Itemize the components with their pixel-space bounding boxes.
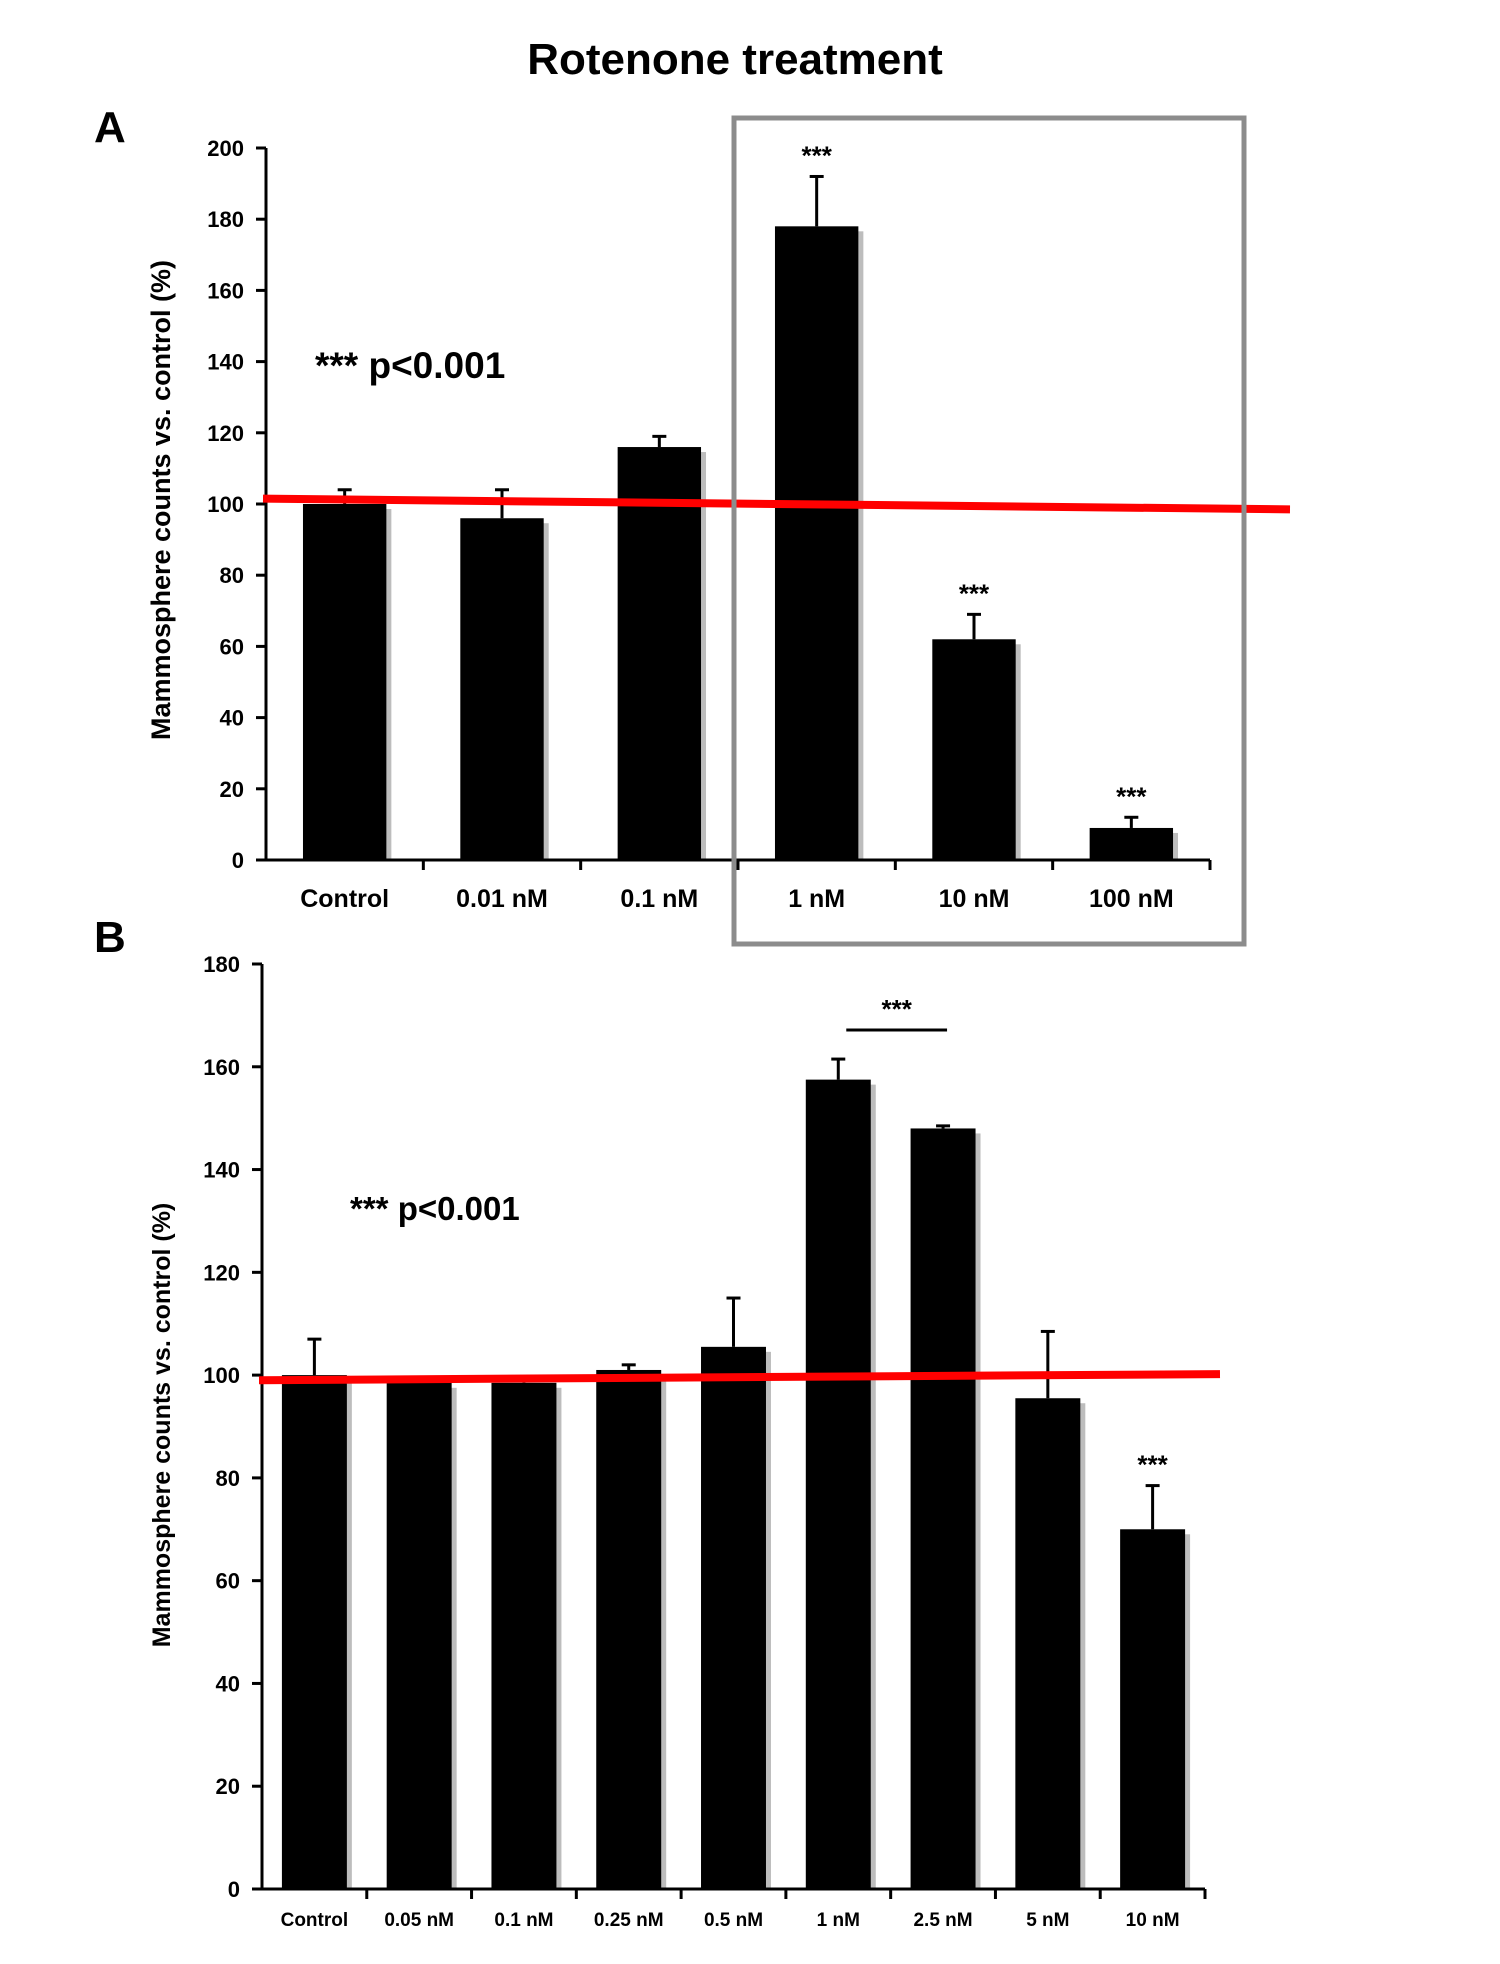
panel-a-significance-label: *** — [959, 578, 990, 608]
panel-b-category-label: 0.5 nM — [704, 1910, 763, 1931]
panel-b-y-tick-label: 160 — [203, 1055, 240, 1080]
panel-b-y-tick-label: 140 — [203, 1158, 240, 1183]
panel-a-y-tick-label: 100 — [207, 492, 244, 517]
panel-b-bar — [805, 1079, 871, 1889]
panel-a-y-axis-label: Mammosphere counts vs. control (%) — [146, 260, 176, 740]
panel-a-significance-label: *** — [1116, 781, 1147, 811]
panel-b-reference-line — [258, 1370, 1221, 1385]
panel-b-y-tick-label: 180 — [203, 952, 240, 977]
panel-b-letter: B — [94, 913, 126, 962]
panel-a-bar — [460, 518, 544, 860]
panel-a-category-label: 0.1 nM — [620, 885, 698, 913]
panel-b-chart: 0 20 40 60 80 100 120 140 160 180 Control 0.05 nM 0.… — [148, 952, 1221, 1931]
panel-a-bar — [932, 639, 1016, 860]
panel-b-y-tick-label: 100 — [203, 1363, 240, 1388]
panel-b-category-label: 10 nM — [1126, 1910, 1180, 1931]
panel-b-y-axis-label: Mammosphere counts vs. control (%) — [148, 1203, 176, 1648]
panel-b-category-label: 0.25 nM — [594, 1910, 664, 1931]
panel-b-bar — [910, 1128, 976, 1889]
panel-b-category-label: 0.1 nM — [494, 1910, 553, 1931]
panel-a-category-label: Control — [300, 885, 389, 913]
panel-a-chart: 0 20 40 60 80 100 120 140 160 180 200 Control 0.01 n… — [146, 115, 1291, 947]
panel-a-y-tick-label: 180 — [207, 207, 244, 232]
panel-b-category-label: 2.5 nM — [913, 1910, 972, 1931]
panel-a-bar — [302, 504, 387, 860]
panel-b-bar — [281, 1375, 347, 1889]
panel-a-y-tick-label: 120 — [207, 421, 244, 446]
panel-a-category-label: 100 nM — [1089, 885, 1174, 913]
panel-b-y-tick-label: 40 — [216, 1671, 240, 1696]
panel-b-bar — [386, 1382, 452, 1889]
panel-b-category-label: Control — [281, 1910, 349, 1931]
panel-a-category-label: 10 nM — [939, 885, 1010, 913]
panel-b-y-tick-label: 0 — [228, 1877, 240, 1902]
panel-a-y-tick-label: 140 — [207, 350, 244, 375]
panel-a-significance-label: *** — [801, 140, 832, 170]
panel-a-reference-line — [262, 494, 1291, 514]
panel-a-p-value-annotation: *** p<0.001 — [315, 345, 505, 386]
panel-a-highlight-box — [731, 115, 1247, 947]
panel-a-y-tick-label: 60 — [220, 634, 244, 659]
panel-b-significance-label: *** — [1137, 1450, 1168, 1480]
panel-b-bracket-label: *** — [881, 994, 912, 1024]
panel-a-y-tick-label: 160 — [207, 278, 244, 303]
panel-b-bar — [1015, 1398, 1081, 1889]
panel-a-category-label: 0.01 nM — [456, 885, 548, 913]
panel-a-letter: A — [94, 103, 126, 152]
panel-b-y-tick-label: 80 — [216, 1466, 240, 1491]
panel-b-category-label: 5 nM — [1026, 1910, 1069, 1931]
panel-b-bar — [701, 1346, 766, 1889]
panel-a-bar — [774, 226, 859, 860]
panel-b-category-label: 0.05 nM — [384, 1910, 454, 1931]
panel-b-bar — [491, 1382, 557, 1889]
panel-a-y-tick-label: 80 — [220, 563, 244, 588]
panel-b-p-value-annotation: *** p<0.001 — [350, 1190, 520, 1227]
panel-a-bar — [617, 447, 702, 860]
panel-b-y-tick-label: 20 — [216, 1774, 240, 1799]
panel-a-bar — [1089, 827, 1174, 860]
panel-a-category-label: 1 nM — [788, 885, 845, 913]
panel-a-y-tick-label: 200 — [207, 136, 244, 161]
panel-b-category-label: 1 nM — [817, 1910, 860, 1931]
figure-title: Rotenone treatment — [527, 35, 943, 84]
panel-b-bar — [596, 1369, 662, 1889]
panel-b-y-tick-label: 60 — [216, 1569, 240, 1594]
panel-b-bar — [1120, 1529, 1186, 1889]
panel-a-y-tick-label: 40 — [220, 706, 244, 731]
panel-a-y-tick-label: 0 — [232, 848, 244, 873]
panel-b-y-tick-label: 120 — [203, 1260, 240, 1285]
panel-a-y-tick-label: 20 — [220, 777, 244, 802]
